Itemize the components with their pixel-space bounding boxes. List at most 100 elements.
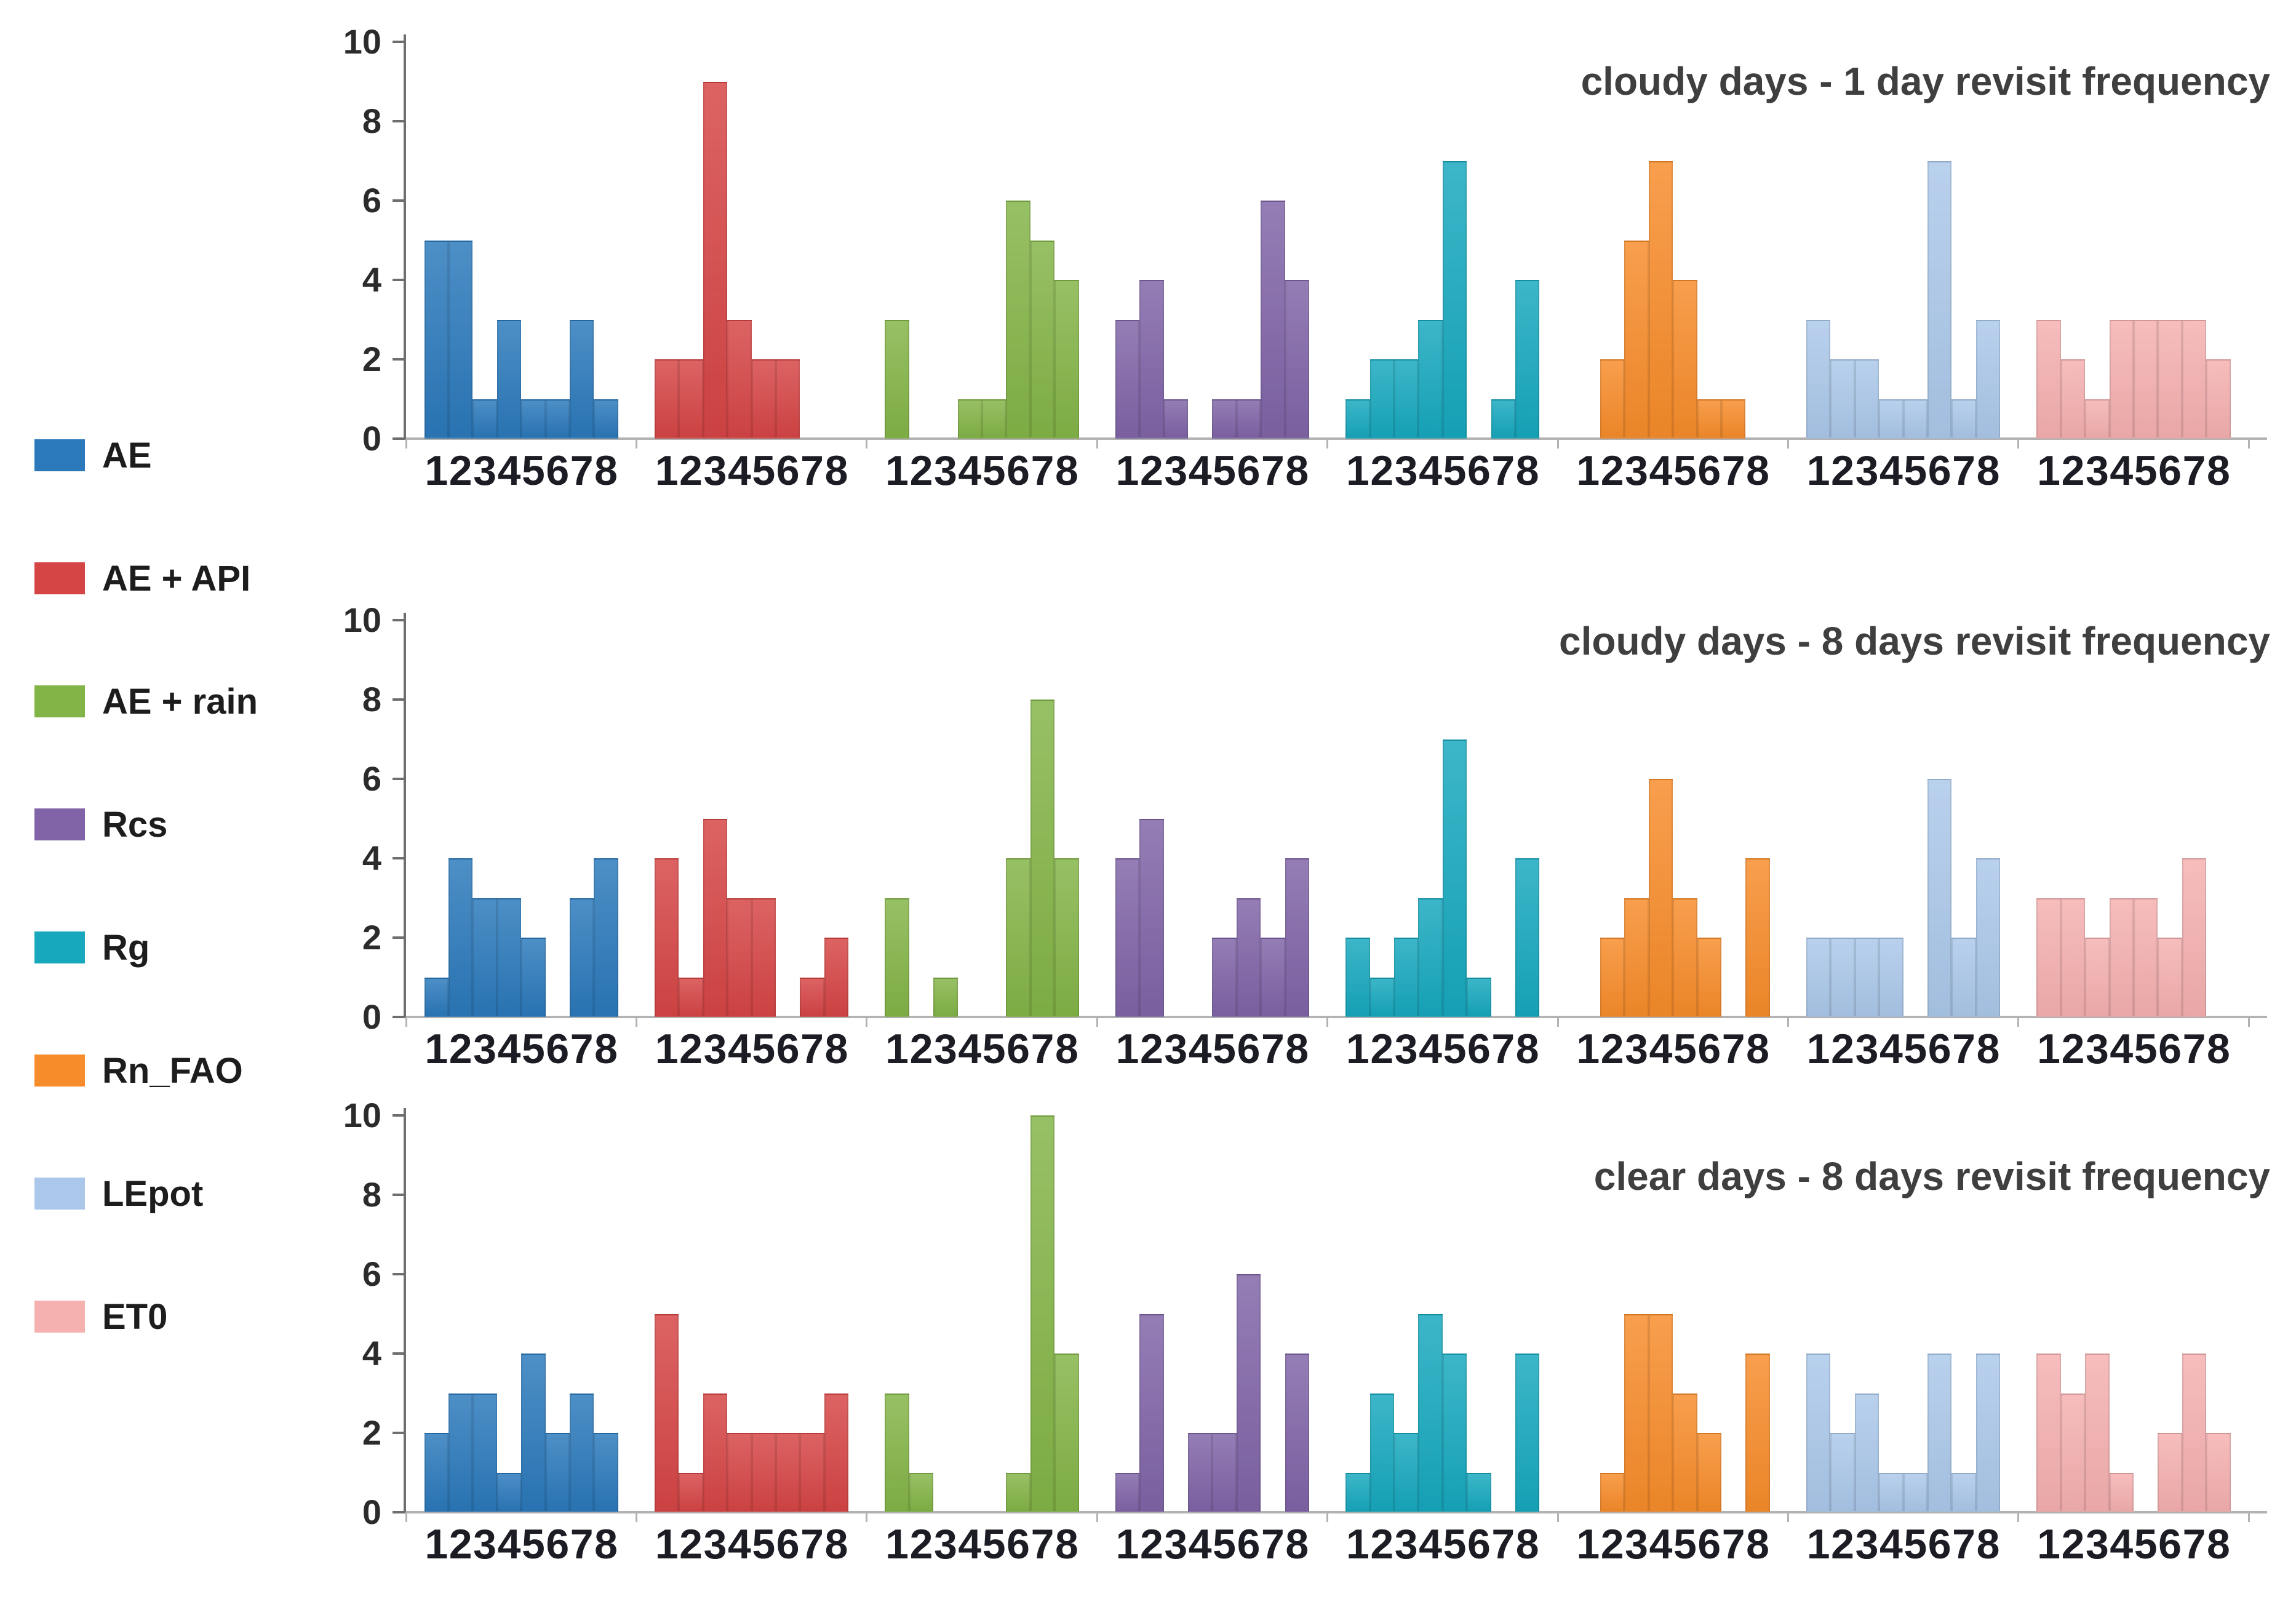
x-axis-label: 4 <box>958 1026 982 1072</box>
x-axis-label: 1 <box>425 1521 448 1568</box>
bar-rn-fao-bin4 <box>1648 779 1673 1017</box>
bar-ae-rain-bin8 <box>1054 280 1079 439</box>
y-tick-label: 6 <box>362 181 381 220</box>
x-axis-category-tick <box>1557 439 1559 449</box>
bar-ae-api-bin3 <box>703 1393 728 1512</box>
y-axis-tick <box>393 1273 406 1275</box>
bar-rn-fao-bin4 <box>1648 161 1673 439</box>
legend-item-rg: Rg <box>34 911 149 984</box>
bar-et0-bin7 <box>2182 858 2207 1017</box>
bar-rcs-bin7 <box>1261 938 1285 1017</box>
bar-ae-rain-bin4 <box>957 399 982 439</box>
x-axis-label: 6 <box>1697 1521 1721 1568</box>
x-axis-label: 4 <box>1419 1521 1442 1568</box>
bar-lepot-bin7 <box>1951 399 1976 439</box>
bar-rg-bin3 <box>1394 938 1419 1017</box>
bar-rg-bin3 <box>1394 1433 1419 1512</box>
bar-ae-rain-bin7 <box>1030 1115 1055 1512</box>
x-axis-label: 2 <box>448 1026 472 1072</box>
y-tick-label: 8 <box>362 680 381 719</box>
bar-lepot-bin3 <box>1854 359 1879 439</box>
bar-ae-bin5 <box>521 1354 546 1512</box>
bar-ae-bin7 <box>570 319 594 439</box>
x-axis-label: 2 <box>1831 1026 1854 1072</box>
x-axis-label: 1 <box>1345 1521 1369 1568</box>
bar-ae-api-bin2 <box>679 359 703 439</box>
x-axis-label: 2 <box>2061 1026 2085 1072</box>
bar-ae-rain-bin6 <box>1006 201 1030 439</box>
bar-ae-bin7 <box>570 1393 594 1512</box>
x-axis-label: 2 <box>1600 1521 1624 1568</box>
x-axis-label: 6 <box>1467 447 1491 494</box>
x-axis-label: 6 <box>1006 1521 1030 1568</box>
legend-item-rcs: Rcs <box>34 788 167 861</box>
x-axis-label: 8 <box>1054 1521 1078 1568</box>
x-axis-label: 4 <box>1649 1026 1673 1072</box>
x-axis-label: 6 <box>1006 1026 1030 1072</box>
bar-rcs-bin3 <box>1163 399 1188 439</box>
y-axis-line <box>404 1108 406 1512</box>
x-axis-label: 2 <box>1370 1026 1394 1072</box>
x-axis-category-tick <box>1096 1017 1098 1027</box>
bar-rn-fao-bin3 <box>1624 1314 1649 1512</box>
x-axis-category-tick <box>2017 1512 2020 1522</box>
x-axis-label: 8 <box>1746 447 1769 494</box>
bar-rn-fao-bin2 <box>1600 1472 1625 1512</box>
bar-ae-rain-bin2 <box>909 1472 934 1512</box>
bar-et0-bin8 <box>2206 1433 2231 1512</box>
bar-rcs-bin5 <box>1212 938 1237 1017</box>
x-axis-label: 4 <box>1188 1521 1212 1568</box>
x-axis-label: 1 <box>885 1521 909 1568</box>
x-axis-line <box>406 437 2267 440</box>
x-axis-category-tick <box>1326 1017 1329 1027</box>
x-axis-label: 7 <box>1952 447 1975 494</box>
x-axis-label: 1 <box>1345 447 1369 494</box>
x-axis-label: 1 <box>425 447 448 494</box>
x-axis-label: 1 <box>1576 447 1600 494</box>
x-axis-label: 8 <box>594 447 618 494</box>
x-axis-label: 3 <box>1164 1026 1188 1072</box>
x-axis-label: 8 <box>824 1026 848 1072</box>
x-axis-label: 3 <box>1855 1521 1879 1568</box>
bar-et0-bin3 <box>2085 1354 2110 1512</box>
legend-swatch-rg <box>34 931 85 963</box>
bar-et0-bin6 <box>2158 1433 2182 1512</box>
x-axis-label: 5 <box>752 1026 776 1072</box>
x-axis-category-tick <box>2247 1512 2250 1522</box>
x-axis-label: 4 <box>2110 1026 2134 1072</box>
x-axis-label: 1 <box>1115 1521 1139 1568</box>
bar-ae-rain-bin7 <box>1030 240 1055 439</box>
x-axis-label: 1 <box>1806 447 1830 494</box>
y-axis-tick <box>393 1016 406 1018</box>
panel-clear-days-8-days-revisit-frequency: clear days - 8 days revisit frequency 0 2 4… <box>0 1074 2296 1599</box>
x-axis-label: 3 <box>703 447 727 494</box>
x-axis-label: 8 <box>1515 1026 1539 1072</box>
bar-et0-bin5 <box>2134 898 2158 1017</box>
bar-et0-bin2 <box>2060 359 2086 439</box>
bar-rn-fao-bin7 <box>1721 399 1746 439</box>
bar-ae-rain-bin6 <box>1006 1472 1030 1512</box>
x-axis-category-tick <box>635 439 637 449</box>
x-axis-label: 5 <box>1213 447 1236 494</box>
bar-et0-bin8 <box>2206 359 2231 439</box>
y-tick-label: 0 <box>362 419 381 458</box>
y-tick-label: 4 <box>362 1334 381 1373</box>
bar-lepot-bin8 <box>1975 319 2001 439</box>
bar-et0-bin4 <box>2109 898 2134 1017</box>
x-axis-label: 3 <box>1164 447 1188 494</box>
x-axis-category-tick <box>1326 439 1329 449</box>
x-axis-label: 4 <box>1649 1521 1673 1568</box>
x-axis-label: 1 <box>425 1026 448 1072</box>
bar-ae-api-bin4 <box>727 898 752 1017</box>
x-axis-label: 4 <box>497 1521 521 1568</box>
x-axis-label: 3 <box>473 1026 496 1072</box>
x-axis-label: 7 <box>570 1026 594 1072</box>
bar-ae-rain-bin3 <box>933 977 958 1017</box>
y-axis-tick <box>393 1352 406 1355</box>
bar-rg-bin4 <box>1418 898 1443 1017</box>
x-axis-label: 4 <box>497 447 521 494</box>
x-axis-label: 7 <box>1952 1521 1975 1568</box>
legend-label-rn-fao: Rn_FAO <box>102 1050 243 1091</box>
x-axis-label: 6 <box>1237 1026 1261 1072</box>
bar-rg-bin2 <box>1369 1393 1394 1512</box>
